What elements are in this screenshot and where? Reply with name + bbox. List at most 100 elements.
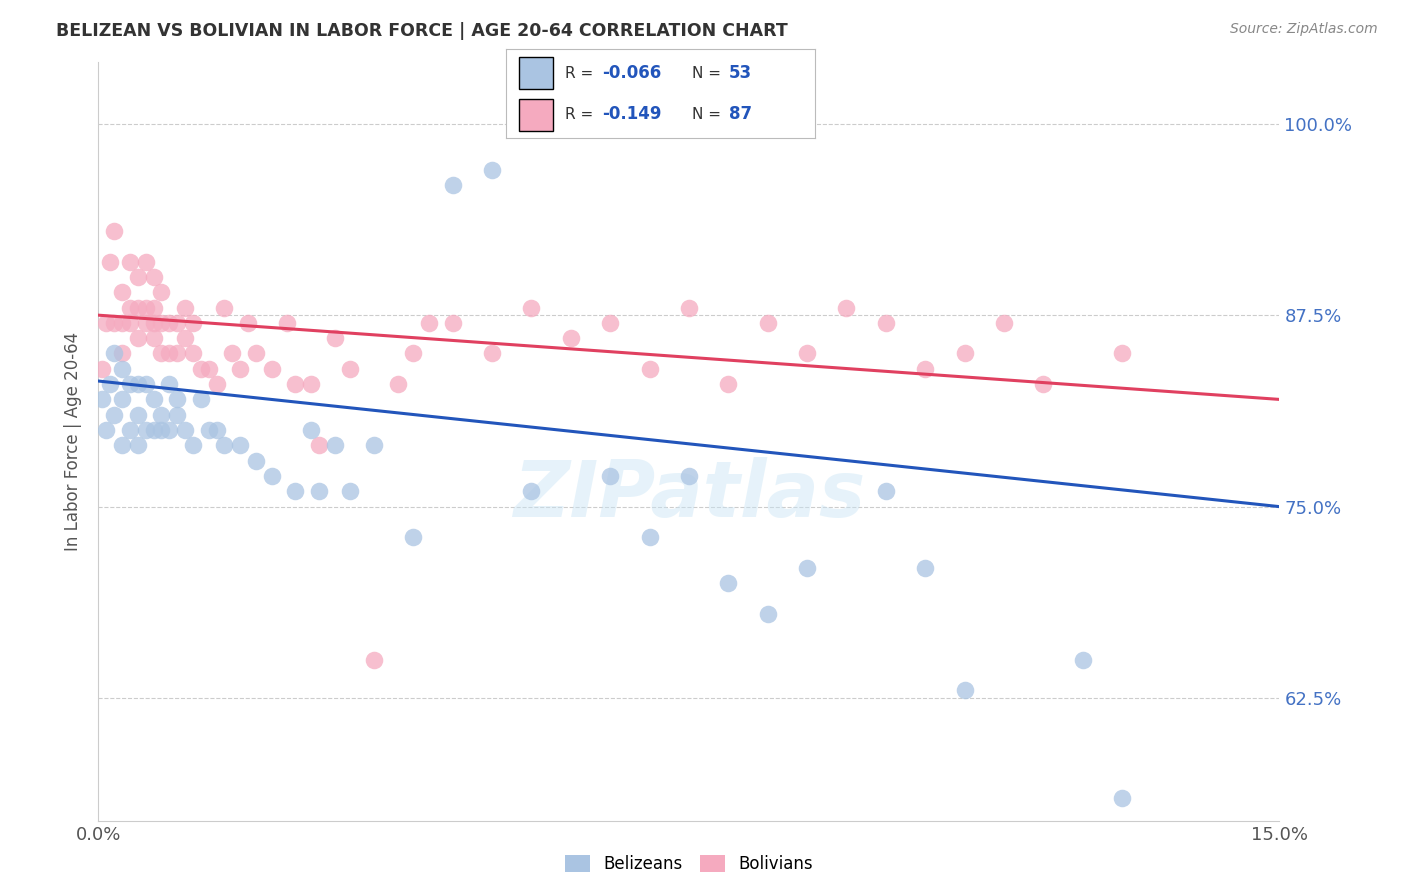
Point — [308, 438, 330, 452]
Point — [118, 254, 141, 268]
Point — [260, 469, 283, 483]
Point — [150, 285, 173, 300]
Point — [91, 392, 114, 407]
Point — [678, 469, 700, 483]
Point — [127, 269, 149, 284]
Point — [756, 607, 779, 621]
Point — [236, 316, 259, 330]
Point — [166, 316, 188, 330]
Point — [678, 301, 700, 315]
Point — [638, 530, 661, 544]
Point — [387, 377, 409, 392]
Point — [96, 423, 118, 437]
Point — [299, 423, 322, 437]
Text: -0.149: -0.149 — [602, 105, 662, 123]
Text: N =: N = — [692, 107, 725, 121]
Point — [174, 301, 197, 315]
Point — [402, 530, 425, 544]
Point — [135, 377, 157, 392]
Point — [1111, 790, 1133, 805]
Point — [418, 316, 440, 330]
Point — [166, 346, 188, 360]
Point — [229, 438, 252, 452]
Point — [953, 346, 976, 360]
Point — [135, 423, 157, 437]
Point — [875, 484, 897, 499]
Point — [284, 377, 307, 392]
Y-axis label: In Labor Force | Age 20-64: In Labor Force | Age 20-64 — [65, 332, 83, 551]
Point — [190, 361, 212, 376]
Point — [339, 484, 361, 499]
Point — [229, 361, 252, 376]
Point — [127, 438, 149, 452]
Point — [835, 301, 858, 315]
Point — [103, 346, 125, 360]
Point — [599, 469, 621, 483]
Text: 53: 53 — [728, 64, 752, 82]
Text: R =: R = — [565, 107, 598, 121]
Point — [1032, 377, 1054, 392]
Point — [118, 301, 141, 315]
Point — [174, 423, 197, 437]
Point — [205, 423, 228, 437]
Point — [157, 423, 180, 437]
Point — [323, 438, 346, 452]
Point — [205, 377, 228, 392]
Point — [91, 361, 114, 376]
Point — [103, 408, 125, 422]
Point — [221, 346, 243, 360]
Point — [993, 316, 1015, 330]
Point — [142, 392, 165, 407]
Point — [127, 331, 149, 345]
Point — [96, 316, 118, 330]
Point — [135, 301, 157, 315]
Point — [599, 316, 621, 330]
Point — [181, 346, 204, 360]
Point — [111, 285, 134, 300]
Point — [1071, 653, 1094, 667]
Point — [150, 316, 173, 330]
Text: BELIZEAN VS BOLIVIAN IN LABOR FORCE | AGE 20-64 CORRELATION CHART: BELIZEAN VS BOLIVIAN IN LABOR FORCE | AG… — [56, 22, 787, 40]
Point — [245, 453, 267, 467]
Point — [142, 316, 165, 330]
Point — [190, 392, 212, 407]
Point — [118, 423, 141, 437]
Point — [914, 561, 936, 575]
Point — [150, 423, 173, 437]
Point — [111, 361, 134, 376]
Point — [150, 408, 173, 422]
Point — [481, 346, 503, 360]
Point — [796, 346, 818, 360]
Point — [197, 423, 219, 437]
Point — [118, 377, 141, 392]
Point — [214, 301, 236, 315]
Point — [875, 316, 897, 330]
Point — [135, 254, 157, 268]
Point — [166, 392, 188, 407]
Point — [98, 377, 121, 392]
Point — [717, 377, 740, 392]
Point — [214, 438, 236, 452]
Point — [166, 408, 188, 422]
Point — [142, 423, 165, 437]
Point — [953, 683, 976, 698]
Point — [481, 162, 503, 177]
Point — [560, 331, 582, 345]
Point — [363, 438, 385, 452]
Point — [157, 316, 180, 330]
Point — [260, 361, 283, 376]
Point — [520, 484, 543, 499]
Text: Source: ZipAtlas.com: Source: ZipAtlas.com — [1230, 22, 1378, 37]
Text: ZIPatlas: ZIPatlas — [513, 457, 865, 533]
Point — [914, 361, 936, 376]
Point — [127, 408, 149, 422]
Text: N =: N = — [692, 66, 725, 80]
Point — [111, 438, 134, 452]
Point — [127, 377, 149, 392]
Point — [142, 269, 165, 284]
Point — [323, 331, 346, 345]
FancyBboxPatch shape — [519, 99, 553, 131]
Point — [520, 301, 543, 315]
Point — [142, 331, 165, 345]
Point — [245, 346, 267, 360]
